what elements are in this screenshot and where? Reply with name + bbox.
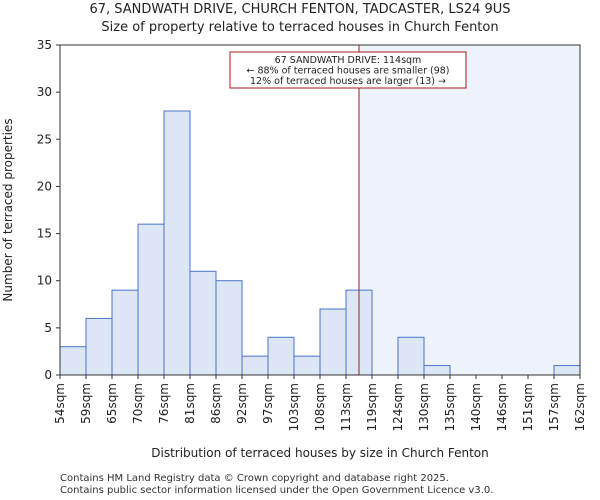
bar-76sqm <box>163 110 191 376</box>
y-tick-label-25: 25 <box>37 132 52 146</box>
x-tick-label-113sqm: 113sqm <box>339 383 353 431</box>
x-tick-label-108sqm: 108sqm <box>313 383 327 431</box>
x-tick-label-54sqm: 54sqm <box>53 383 67 424</box>
bar-54sqm <box>59 346 87 376</box>
x-tick-label-76sqm: 76sqm <box>157 383 171 424</box>
footer-licence: Contains public sector information licen… <box>60 485 494 496</box>
x-tick-label-151sqm: 151sqm <box>521 383 535 431</box>
histogram-chart: 0 5 10 15 20 25 30 35 54sqm 59sqm 65sqm 70sqm 76sqm 8… <box>1 38 587 460</box>
y-tick-label-10: 10 <box>37 274 52 288</box>
larger-region-shade <box>359 45 580 375</box>
x-tick-label-157sqm: 157sqm <box>547 383 561 431</box>
bar-70sqm <box>137 223 165 376</box>
bar-108sqm <box>319 308 347 376</box>
y-tick-label-35: 35 <box>37 38 52 52</box>
annotation-line-3: 12% of terraced houses are larger (13) → <box>250 76 446 87</box>
bar-86sqm <box>215 280 243 376</box>
x-tick-label-146sqm: 146sqm <box>495 383 509 431</box>
footer-copyright: Contains HM Land Registry data © Crown c… <box>60 473 449 484</box>
x-axis-label: Distribution of terraced houses by size … <box>151 446 489 460</box>
bar-103sqm <box>293 355 321 376</box>
x-tick-label-124sqm: 124sqm <box>391 383 405 431</box>
bar-157sqm <box>553 365 581 376</box>
x-tick-label-59sqm: 59sqm <box>79 383 93 424</box>
annotation-line-2: ← 88% of terraced houses are smaller (98… <box>246 66 449 77</box>
chart-subtitle: Size of property relative to terraced ho… <box>101 20 499 35</box>
chart-title: 67, SANDWATH DRIVE, CHURCH FENTON, TADCA… <box>89 2 511 17</box>
bar-59sqm <box>85 317 113 376</box>
x-tick-label-81sqm: 81sqm <box>183 383 197 424</box>
x-tick-label-65sqm: 65sqm <box>105 383 119 424</box>
bar-81sqm <box>189 270 217 376</box>
bar-130sqm <box>423 365 451 376</box>
x-tick-label-103sqm: 103sqm <box>287 383 301 431</box>
x-tick-label-86sqm: 86sqm <box>209 383 223 424</box>
x-tick-label-97sqm: 97sqm <box>261 383 275 424</box>
y-tick-label-5: 5 <box>44 321 52 335</box>
y-tick-label-15: 15 <box>37 227 52 241</box>
x-tick-label-130sqm: 130sqm <box>417 383 431 431</box>
x-tick-label-140sqm: 140sqm <box>469 383 483 431</box>
bar-97sqm <box>267 336 295 376</box>
bar-92sqm <box>241 355 269 376</box>
annotation-line-1: 67 SANDWATH DRIVE: 114sqm <box>275 55 422 66</box>
annotation-box <box>229 51 467 89</box>
bar-124sqm <box>397 336 425 376</box>
x-tick-label-92sqm: 92sqm <box>235 383 249 424</box>
y-tick-label-30: 30 <box>37 85 52 99</box>
y-tick-label-20: 20 <box>37 179 52 193</box>
x-tick-label-119sqm: 119sqm <box>365 383 379 431</box>
y-axis-label: Number of terraced properties <box>1 118 15 301</box>
bar-65sqm <box>111 289 139 376</box>
x-tick-label-70sqm: 70sqm <box>131 383 145 424</box>
x-tick-label-135sqm: 135sqm <box>443 383 457 431</box>
y-tick-label-0: 0 <box>44 368 52 382</box>
x-tick-label-162sqm: 162sqm <box>573 383 587 431</box>
